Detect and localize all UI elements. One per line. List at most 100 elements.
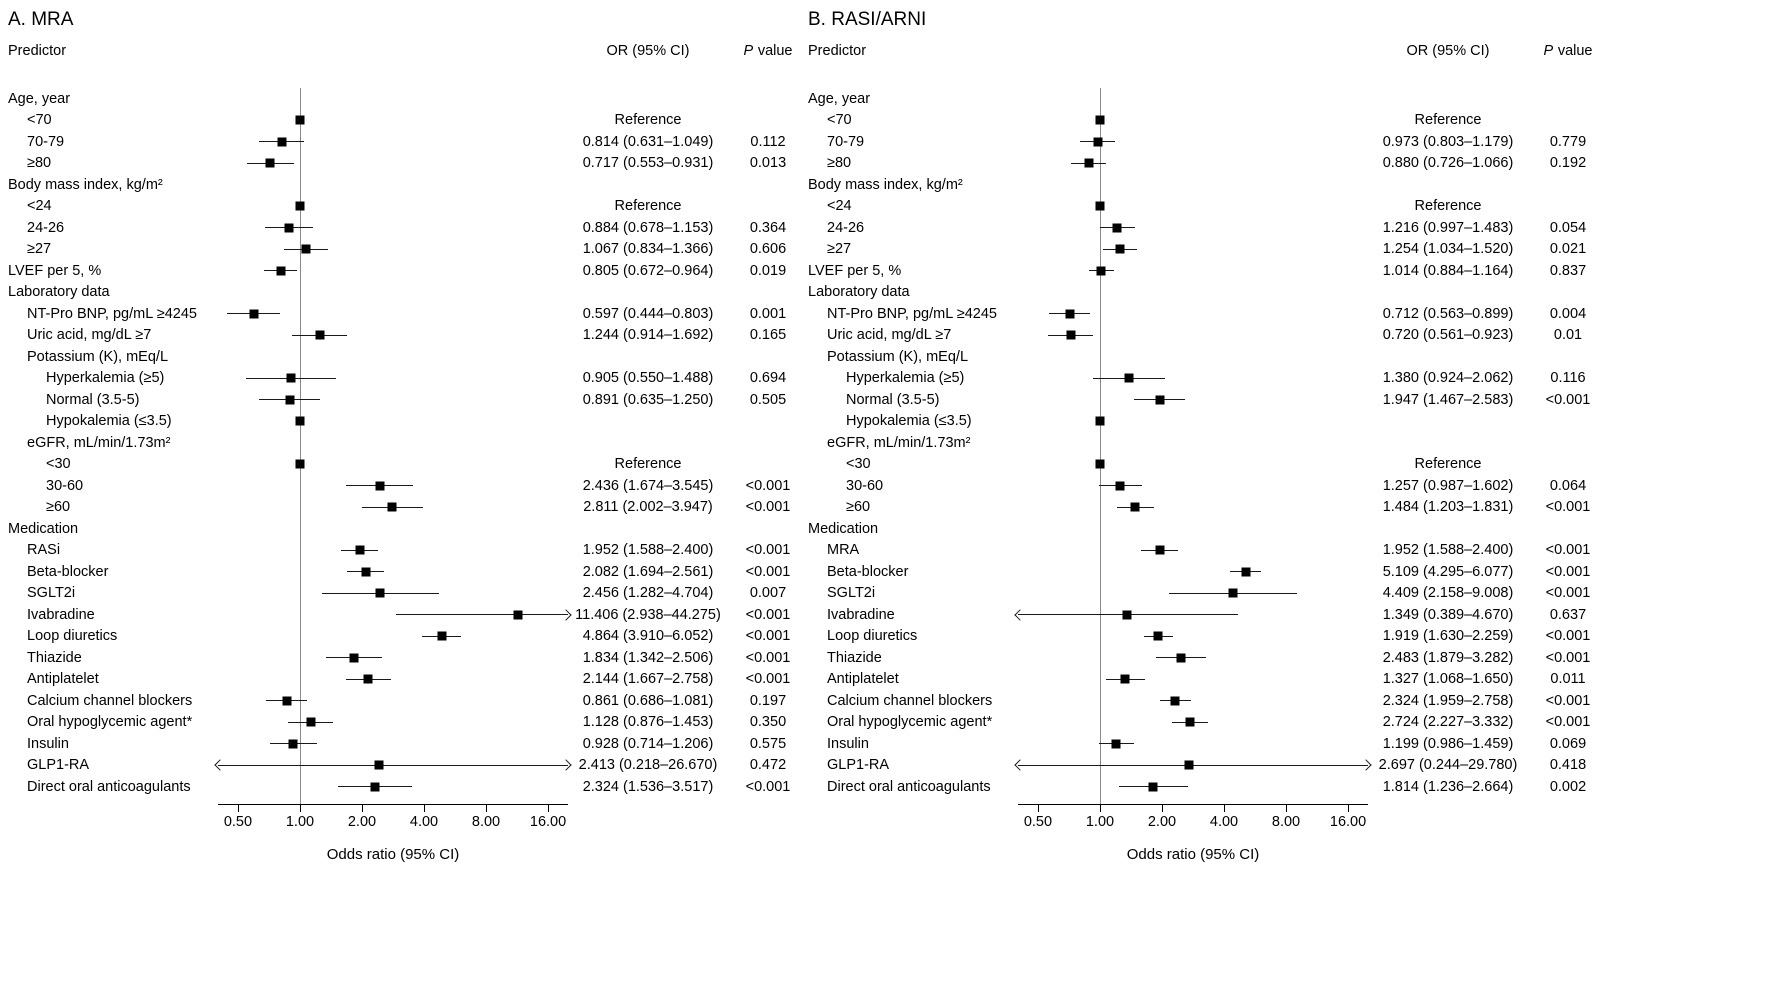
row-plot: [1018, 626, 1368, 648]
forest-row: 70-79 0.973 (0.803–1.179) 0.779: [808, 131, 1608, 153]
row-plot: [1018, 540, 1368, 562]
forest-row: Calcium channel blockers 0.861 (0.686–1.0…: [8, 690, 808, 712]
row-p-value: <0.001: [1545, 563, 1591, 580]
row-p-value: <0.001: [1545, 692, 1591, 709]
row-label: <24: [827, 198, 852, 215]
row-plot: [1018, 411, 1368, 433]
forest-row: 24-26 0.884 (0.678–1.153) 0.364: [8, 217, 808, 239]
row-label: <30: [846, 456, 871, 473]
row-plot: [1018, 303, 1368, 325]
row-or-text: 0.928 (0.714–1.206): [582, 735, 714, 752]
row-label: Beta-blocker: [27, 563, 109, 580]
row-or-text: 0.905 (0.550–1.488): [582, 370, 714, 387]
forest-row: Uric acid, mg/dL ≥7 1.244 (0.914–1.692) 0.…: [8, 325, 808, 347]
axis-tick-label: 4.00: [409, 813, 439, 830]
row-plot: [1018, 669, 1368, 691]
forest-row: ≥80 0.717 (0.553–0.931) 0.013: [8, 153, 808, 175]
row-plot: [218, 626, 568, 648]
axis-tick-label: 0.50: [223, 813, 253, 830]
forest-row: Hypokalemia (≤3.5): [8, 411, 808, 433]
panel-b-x-axis: 0.50 1.00 2.00 4.00 8.00 16.00 Odds ratio (95…: [808, 803, 1608, 863]
row-or-text: 2.724 (2.227–3.332): [1382, 714, 1514, 731]
or-marker: [1241, 567, 1251, 577]
forest-row: Ivabradine 11.406 (2.938–44.275) <0.001: [8, 604, 808, 626]
or-marker: [265, 158, 275, 168]
or-marker: [513, 610, 523, 620]
or-marker: [306, 717, 316, 727]
row-label: MRA: [827, 542, 860, 559]
row-label: Normal (3.5-5): [846, 391, 940, 408]
or-marker: [1111, 739, 1121, 749]
row-p-value: 0.694: [749, 370, 787, 387]
panel-b-title: B. RASI/ARNI: [808, 9, 927, 30]
forest-row: Thiazide 2.483 (1.879–3.282) <0.001: [808, 647, 1608, 669]
forest-group-row: Body mass index, kg/m²: [8, 174, 808, 196]
p-label-rest: value: [757, 43, 793, 59]
row-plot: [218, 432, 568, 454]
forest-group-row: Laboratory data: [8, 282, 808, 304]
forest-row: NT-Pro BNP, pg/mL ≥4245 0.712 (0.563–0.89…: [808, 303, 1608, 325]
row-plot: [218, 540, 568, 562]
row-label: SGLT2i: [827, 585, 876, 602]
or-marker: [301, 244, 311, 254]
or-marker: [315, 330, 324, 340]
row-or-text: 2.436 (1.674–3.545): [582, 477, 714, 494]
row-or-text: 1.067 (0.834–1.366): [582, 241, 714, 258]
row-or-text: 0.973 (0.803–1.179): [1382, 133, 1514, 150]
row-plot: [218, 647, 568, 669]
row-plot: [1018, 282, 1368, 304]
row-plot: [1018, 690, 1368, 712]
row-label: Normal (3.5-5): [46, 391, 140, 408]
row-p-value: 0.011: [1550, 671, 1586, 688]
row-plot: [218, 604, 572, 626]
row-p-value: <0.001: [1545, 628, 1591, 645]
row-p-value: 0.472: [749, 757, 787, 774]
row-plot: [218, 389, 568, 411]
forest-row: Beta-blocker 2.082 (1.694–2.561) <0.001: [8, 561, 808, 583]
row-p-value: 0.013: [749, 155, 787, 172]
row-plot: [1018, 239, 1368, 261]
forest-row: SGLT2i 2.456 (1.282–4.704) 0.007: [8, 583, 808, 605]
row-label: RASi: [27, 542, 61, 559]
forest-row: 30-60 2.436 (1.674–3.545) <0.001: [8, 475, 808, 497]
axis-tick-label: 8.00: [1271, 813, 1301, 830]
forest-group-row: Age, year: [8, 88, 808, 110]
axis-tick-label: 0.50: [1023, 813, 1053, 830]
forest-row: SGLT2i 4.409 (2.158–9.008) <0.001: [808, 583, 1608, 605]
row-label: Thiazide: [827, 649, 882, 666]
row-or-text: 0.717 (0.553–0.931): [582, 155, 714, 172]
forest-group-row: Medication: [808, 518, 1608, 540]
row-or-text: 0.814 (0.631–1.049): [582, 133, 714, 150]
row-plot: [1018, 475, 1368, 497]
row-p-value: 0.637: [1549, 606, 1587, 623]
row-label: <24: [27, 198, 52, 215]
row-plot: [218, 454, 568, 476]
row-or-text: 2.483 (1.879–3.282): [1382, 649, 1514, 666]
row-or-text: 1.257 (0.987–1.602): [1382, 477, 1514, 494]
row-plot: [218, 174, 568, 196]
forest-row: Normal (3.5-5) 0.891 (0.635–1.250) 0.505: [8, 389, 808, 411]
row-or-text: 1.014 (0.884–1.164): [1382, 262, 1514, 279]
row-or-text: 4.409 (2.158–9.008): [1382, 585, 1514, 602]
row-p-value: <0.001: [745, 606, 791, 623]
row-p-value: 0.112: [750, 133, 786, 150]
row-label: Insulin: [27, 735, 69, 752]
forest-row: Beta-blocker 5.109 (4.295–6.077) <0.001: [808, 561, 1608, 583]
row-or-text: 2.697 (0.244–29.780): [1378, 757, 1518, 774]
or-marker: [1120, 674, 1130, 684]
row-plot: [218, 260, 568, 282]
or-marker: [1093, 137, 1103, 147]
forest-row: Direct oral anticoagulants 2.324 (1.536–3…: [8, 776, 808, 798]
row-label: Loop diuretics: [27, 628, 118, 645]
row-label: NT-Pro BNP, pg/mL ≥4245: [27, 305, 197, 322]
row-or-text: 0.720 (0.561–0.923): [1382, 327, 1514, 344]
row-p-value: <0.001: [745, 542, 791, 559]
row-p-value: 0.002: [1549, 778, 1587, 795]
forest-row: Direct oral anticoagulants 1.814 (1.236–2…: [808, 776, 1608, 798]
row-label: ≥80: [827, 155, 852, 172]
row-plot: [1018, 325, 1368, 347]
